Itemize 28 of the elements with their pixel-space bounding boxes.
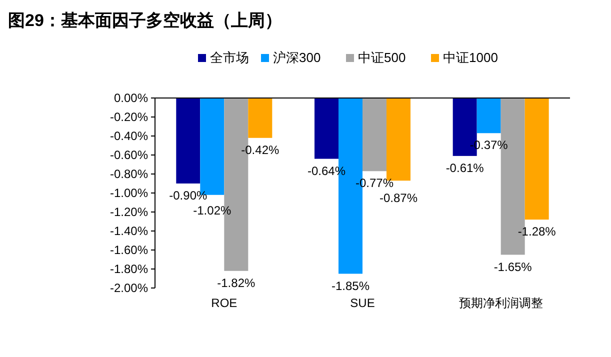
- y-tick-label: -0.20%: [110, 110, 148, 124]
- x-tick-label: 预期净利润调整: [458, 296, 543, 310]
- legend-label: 沪深300: [273, 50, 321, 65]
- data-label: -0.90%: [169, 188, 208, 202]
- y-tick-label: -0.60%: [110, 148, 148, 162]
- y-tick-label: -0.80%: [110, 167, 148, 181]
- data-label: -0.61%: [446, 160, 484, 175]
- y-tick-label: -1.80%: [110, 262, 148, 276]
- y-tick-label: -1.40%: [110, 224, 148, 238]
- data-label: -1.02%: [193, 204, 232, 218]
- legend-label: 中证500: [358, 50, 406, 65]
- y-tick-label: -1.60%: [110, 243, 148, 257]
- data-label: -1.65%: [494, 260, 532, 274]
- y-tick-label: -2.00%: [110, 281, 148, 295]
- data-label: -1.82%: [217, 276, 256, 290]
- y-tick-label: -1.20%: [110, 205, 148, 219]
- data-label: -0.87%: [379, 191, 418, 206]
- data-label: -1.28%: [518, 224, 556, 239]
- y-tick-label: 0.00%: [114, 91, 148, 105]
- data-label: -1.85%: [331, 278, 370, 293]
- chart-title: 图29：基本面因子多空收益（上周）: [8, 11, 282, 30]
- y-tick-label: -0.40%: [110, 129, 148, 143]
- x-tick-label: ROE: [211, 296, 238, 310]
- y-tick-label: -1.00%: [110, 186, 148, 200]
- x-tick-label: SUE: [350, 296, 375, 310]
- data-label: -0.42%: [241, 142, 280, 157]
- legend-label: 中证1000: [443, 50, 498, 65]
- legend-label: 全市场: [210, 50, 249, 65]
